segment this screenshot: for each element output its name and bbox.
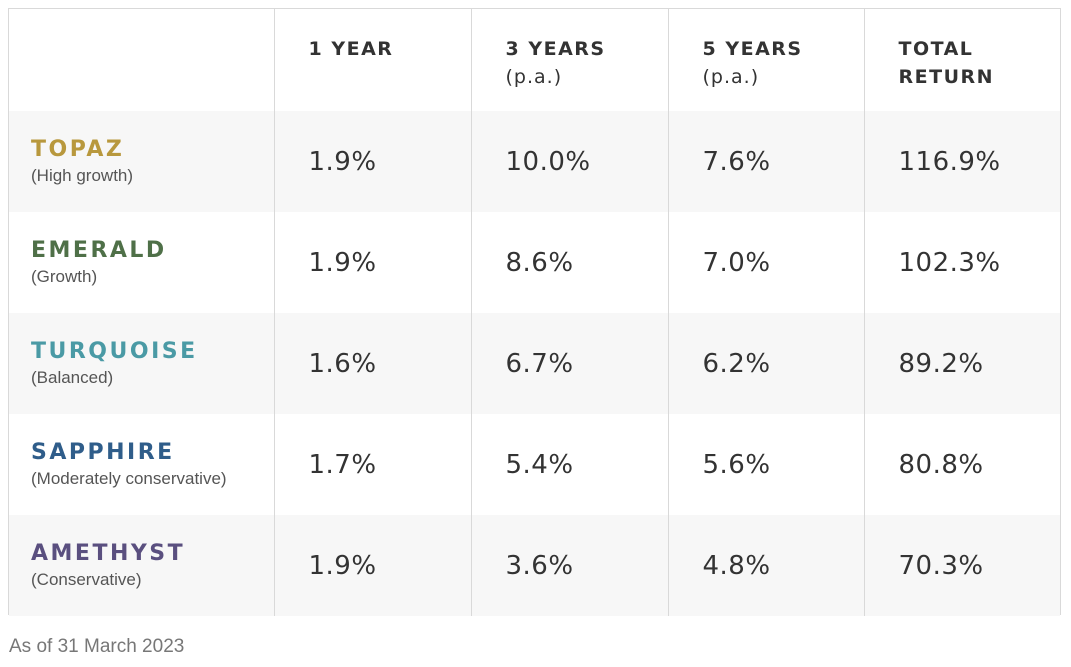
table-row: EMERALD (Growth) 1.9% 8.6% 7.0% 102.3% — [9, 212, 1060, 313]
table-row: TURQUOISE (Balanced) 1.6% 6.7% 6.2% 89.2… — [9, 313, 1060, 414]
one-year-value: 1.9% — [274, 111, 472, 212]
table-header-row: 1 YEAR 3 YEARS (p.a.) 5 YEARS (p.a.) TOTAL… — [9, 9, 1060, 111]
header-3-years-label: 3 YEARS — [505, 38, 606, 60]
table-row: AMETHYST (Conservative) 1.9% 3.6% 4.8% 7… — [9, 515, 1060, 616]
header-5-years-label: 5 YEARS — [702, 38, 803, 60]
returns-table: 1 YEAR 3 YEARS (p.a.) 5 YEARS (p.a.) TOTAL… — [9, 9, 1060, 616]
header-total-label: TOTAL — [898, 38, 974, 60]
header-fund-cell — [9, 9, 275, 111]
fund-description: (Growth) — [31, 266, 98, 286]
fund-name: EMERALD — [31, 237, 167, 263]
header-5-years: 5 YEARS (p.a.) — [668, 9, 865, 111]
total-return-value: 70.3% — [898, 550, 984, 581]
header-return-label: RETURN — [898, 66, 995, 88]
three-years-value: 5.4% — [471, 414, 669, 515]
three-years-value: 6.7% — [471, 313, 669, 414]
fund-cell: TURQUOISE (Balanced) — [9, 313, 275, 414]
total-return-value: 102.3% — [898, 247, 1001, 278]
fund-description: (Balanced) — [31, 367, 114, 387]
header-3-years: 3 YEARS (p.a.) — [471, 9, 669, 111]
fund-cell: TOPAZ (High growth) — [9, 111, 275, 212]
fund-cell: SAPPHIRE (Moderately conservative) — [9, 414, 275, 515]
fund-description: (Moderately conservative) — [31, 468, 227, 488]
total-return-value: 116.9% — [898, 146, 1001, 177]
three-years-value: 3.6% — [471, 515, 669, 616]
fund-cell: AMETHYST (Conservative) — [9, 515, 275, 616]
fund-name: TURQUOISE — [31, 338, 198, 364]
fund-name: AMETHYST — [31, 540, 186, 566]
one-year-value: 1.9% — [274, 212, 472, 313]
fund-cell: EMERALD (Growth) — [9, 212, 275, 313]
header-5-years-sub: (p.a.) — [702, 66, 760, 88]
fund-name: SAPPHIRE — [31, 439, 175, 465]
table-row: TOPAZ (High growth) 1.9% 10.0% 7.6% 116.… — [9, 111, 1060, 212]
five-years-value: 7.0% — [668, 212, 865, 313]
header-1-year: 1 YEAR — [274, 9, 472, 111]
header-total-return: TOTAL RETURN — [864, 9, 1060, 111]
one-year-value: 1.9% — [274, 515, 472, 616]
three-years-value: 10.0% — [471, 111, 669, 212]
one-year-value: 1.7% — [274, 414, 472, 515]
fund-name: TOPAZ — [31, 136, 125, 162]
table-row: SAPPHIRE (Moderately conservative) 1.7% … — [9, 414, 1060, 515]
header-1-year-label: 1 YEAR — [308, 38, 394, 60]
total-return-value: 80.8% — [898, 449, 984, 480]
as-of-date-note: As of 31 March 2023 — [9, 636, 185, 657]
five-years-value: 7.6% — [668, 111, 865, 212]
returns-table-container: 1 YEAR 3 YEARS (p.a.) 5 YEARS (p.a.) TOTAL… — [8, 8, 1061, 616]
header-3-years-sub: (p.a.) — [505, 66, 563, 88]
one-year-value: 1.6% — [274, 313, 472, 414]
total-return-value: 89.2% — [898, 348, 984, 379]
five-years-value: 4.8% — [668, 515, 865, 616]
fund-description: (High growth) — [31, 165, 134, 185]
fund-description: (Conservative) — [31, 569, 142, 589]
five-years-value: 5.6% — [668, 414, 865, 515]
three-years-value: 8.6% — [471, 212, 669, 313]
five-years-value: 6.2% — [668, 313, 865, 414]
